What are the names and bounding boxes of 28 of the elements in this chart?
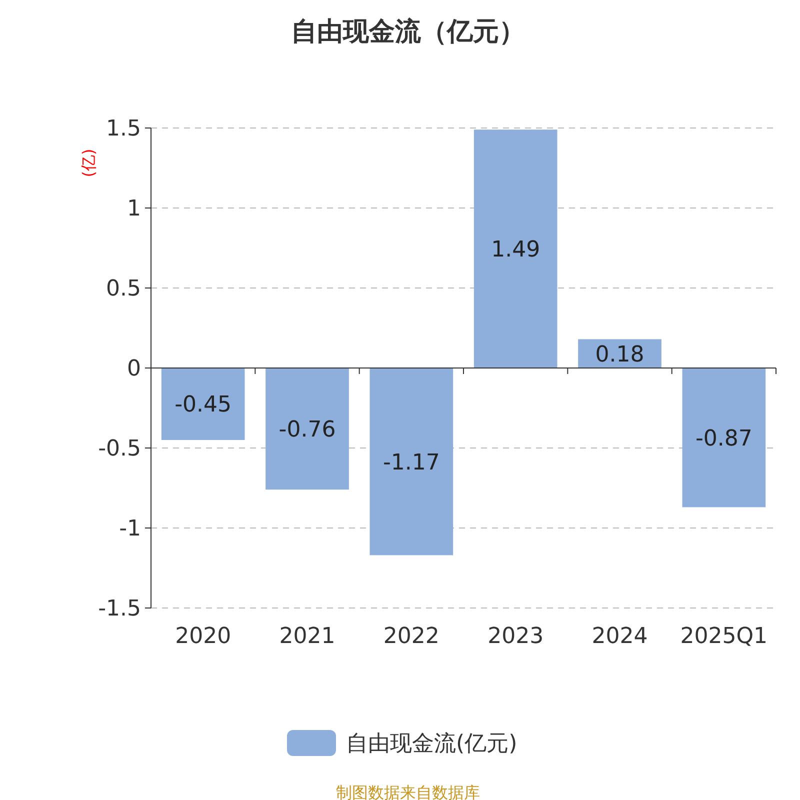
x-tick-label: 2022 xyxy=(383,624,440,649)
y-tick-label: 1 xyxy=(127,196,141,222)
data-label: 1.49 xyxy=(491,238,540,262)
y-tick-label: 1.5 xyxy=(106,116,141,142)
bar xyxy=(370,368,454,556)
data-label: 0.18 xyxy=(595,342,644,368)
data-label: -1.17 xyxy=(382,450,440,476)
y-tick-label: -0.5 xyxy=(98,436,141,462)
chart-title: 自由现金流（亿元） xyxy=(291,17,525,47)
data-label: -0.87 xyxy=(695,426,752,452)
data-label: -0.45 xyxy=(174,392,232,418)
y-axis-title: (亿) xyxy=(79,148,98,178)
x-tick-label: 2023 xyxy=(488,624,544,649)
bar xyxy=(682,368,766,508)
data-label: -0.76 xyxy=(278,418,336,442)
y-tick-label: -1 xyxy=(119,516,141,542)
bar xyxy=(266,368,349,490)
x-tick-label: 2024 xyxy=(592,624,648,649)
bar xyxy=(474,130,558,368)
y-tick-label: 0 xyxy=(127,356,141,382)
x-tick-label: 2025Q1 xyxy=(680,624,768,649)
y-tick-label: -1.5 xyxy=(98,596,141,622)
legend-label: 自由现金流(亿元) xyxy=(346,732,518,757)
x-tick-label: 2021 xyxy=(279,624,336,649)
bar xyxy=(161,368,245,440)
y-tick-label: 0.5 xyxy=(106,276,141,302)
x-tick-label: 2020 xyxy=(175,624,232,649)
text: 制图数据来自数据库 xyxy=(336,783,480,800)
